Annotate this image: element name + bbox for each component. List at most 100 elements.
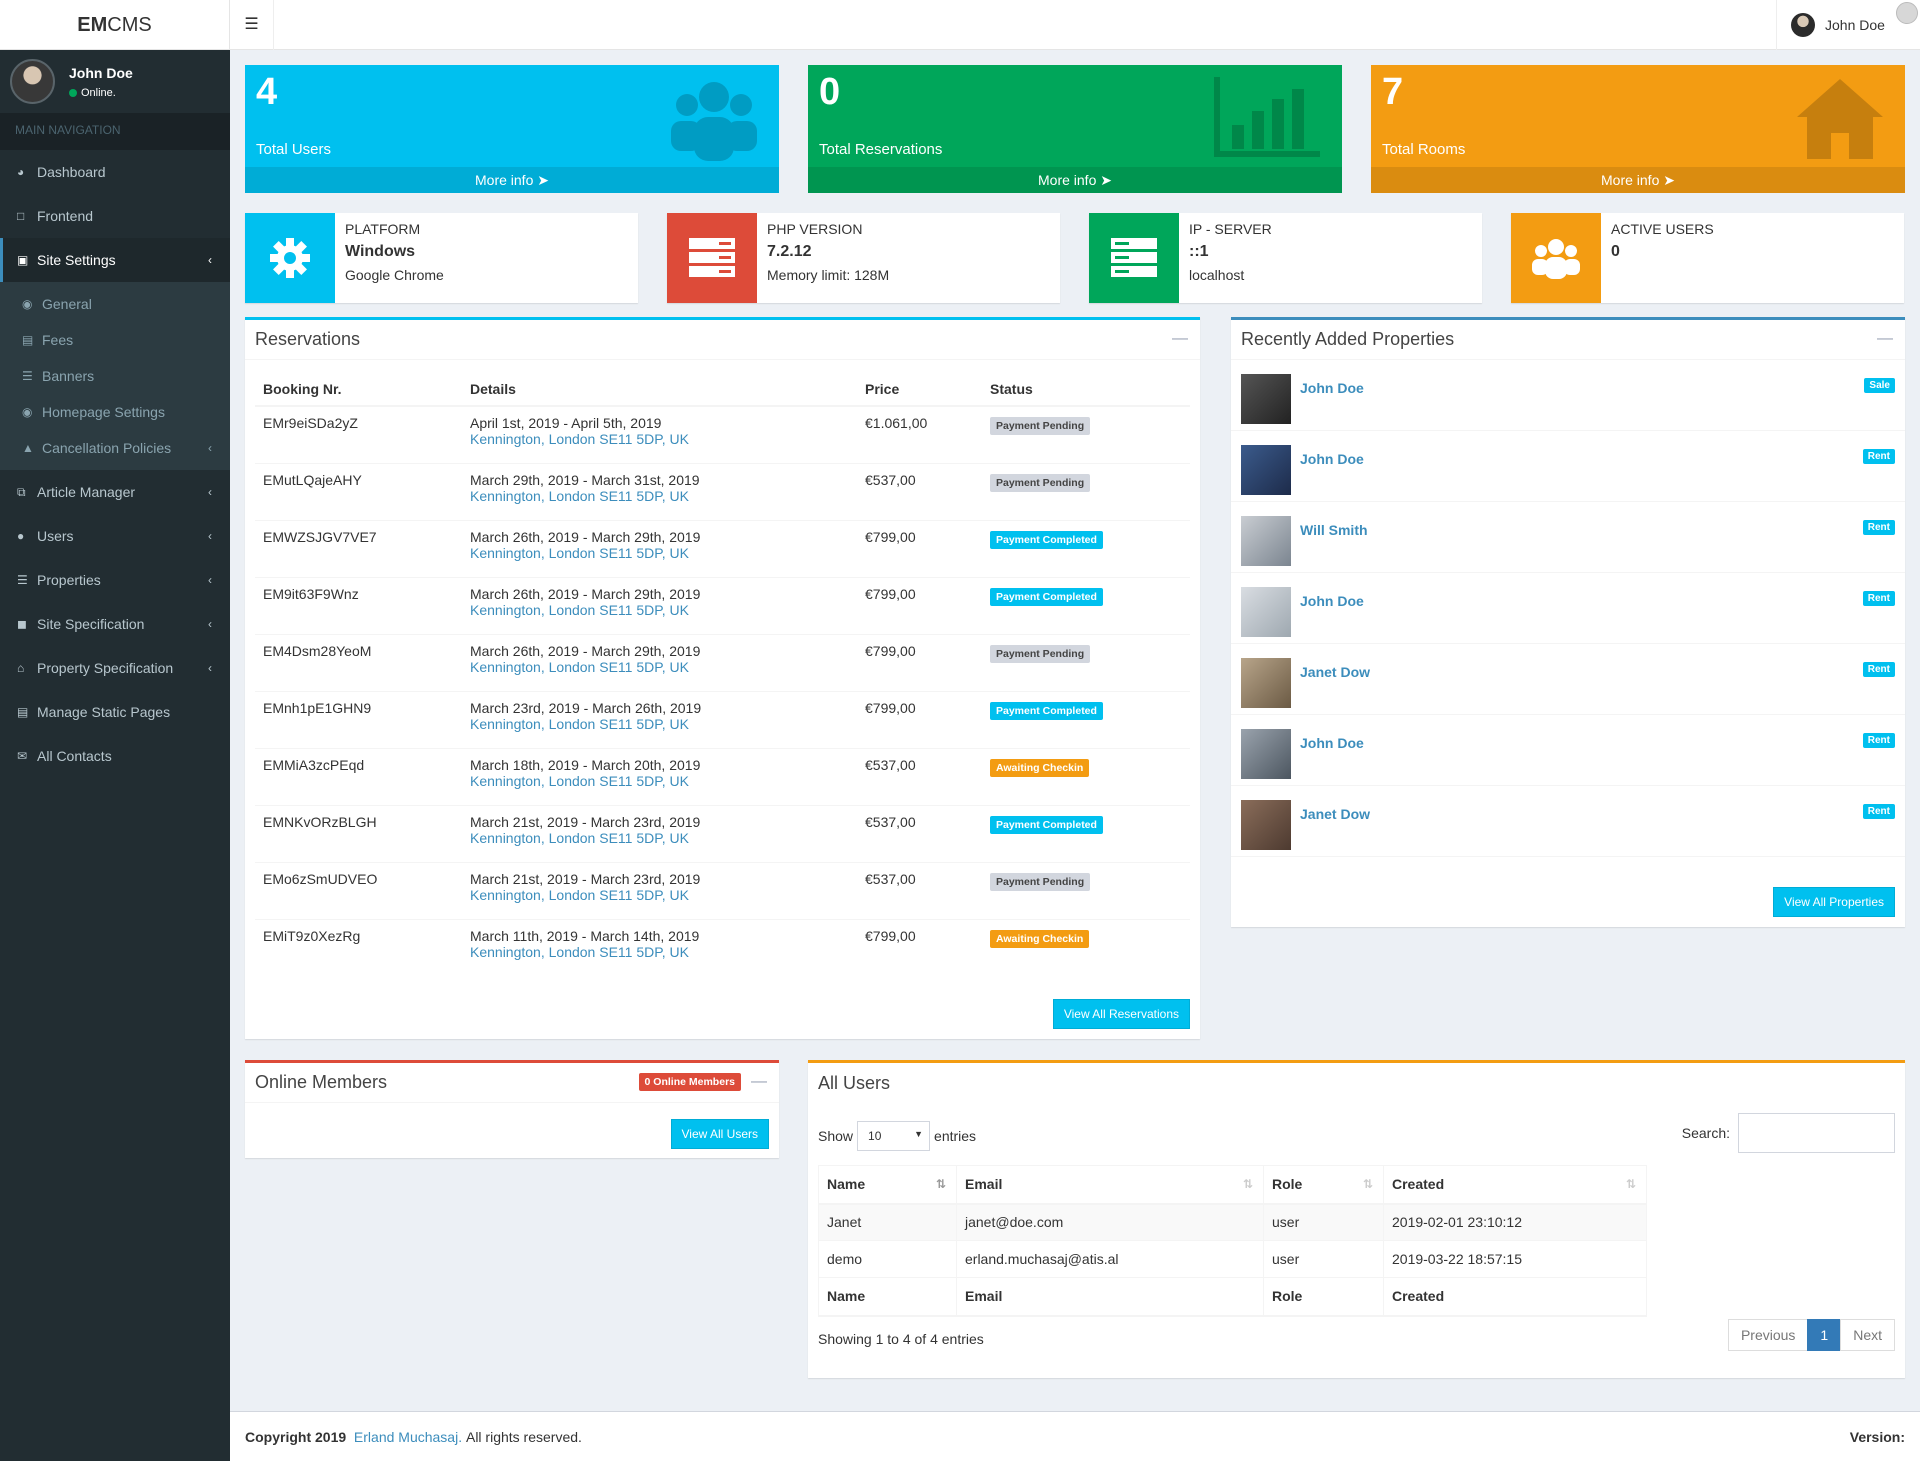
sidebar-item-dashboard[interactable]: ◕ Dashboard [17, 164, 106, 180]
booking-price: €799,00 [857, 918, 982, 976]
booking-number: EMWZSJGV7VE7 [255, 519, 462, 577]
booking-price: €799,00 [857, 576, 982, 634]
booking-number: EMMiA3zcPEqd [255, 747, 462, 805]
property-address-link[interactable]: Kennington, London SE11 5DP, UK [470, 829, 689, 846]
top-navbar: ☰ John Doe [230, 0, 1920, 50]
property-thumbnail[interactable] [1241, 729, 1291, 779]
sidebar-item-all-contacts[interactable]: ✉ All Contacts [17, 748, 112, 764]
property-address-link[interactable]: Kennington, London SE11 5DP, UK [470, 601, 689, 618]
info-title: PHP VERSION [767, 221, 863, 237]
sidebar-toggle-icon[interactable]: ☰ [230, 0, 274, 50]
column-header-created[interactable]: Created ⇅ [1383, 1165, 1647, 1205]
sidebar-item-frontend[interactable]: □ Frontend [17, 208, 94, 224]
sidebar-item-general[interactable]: ◉ General [22, 296, 92, 312]
gear-icon [245, 213, 335, 303]
booking-details: April 1st, 2019 - April 5th, 2019 Kenning… [462, 405, 857, 463]
table-info: Showing 1 to 4 of 4 entries [818, 1331, 984, 1347]
column-header-name[interactable]: Name ⇅ [818, 1165, 957, 1205]
more-info-link[interactable]: More info ➤ [1371, 167, 1905, 193]
user-menu[interactable]: John Doe [1776, 0, 1920, 50]
users-icon [671, 82, 757, 161]
sidebar-item-article-manager[interactable]: ⧉ Article Manager ‹ [17, 484, 212, 500]
booking-status: Payment Completed [982, 804, 1190, 862]
property-address-link[interactable]: Kennington, London SE11 5DP, UK [470, 544, 689, 561]
collapse-icon[interactable]: — [1877, 330, 1893, 347]
collapse-icon[interactable]: — [1172, 330, 1188, 347]
footer-header: Name [818, 1277, 957, 1317]
property-thumbnail[interactable] [1241, 587, 1291, 637]
property-address-link[interactable]: Kennington, London SE11 5DP, UK [470, 886, 689, 903]
nav-header: MAIN NAVIGATION [0, 113, 230, 150]
property-address-link[interactable]: Kennington, London SE11 5DP, UK [470, 715, 689, 732]
status-badge: Awaiting Checkin [990, 758, 1090, 777]
sidebar-item-homepage-settings[interactable]: ◉ Homepage Settings [22, 404, 165, 420]
sidebar-item-site-specification[interactable]: ◼ Site Specification ‹ [17, 616, 212, 632]
table-row: EMnh1pE1GHN9 March 23rd, 2019 - March 26t… [255, 690, 1190, 748]
view-all-reservations-button[interactable]: View All Reservations [1052, 999, 1190, 1029]
entries-select[interactable]: 10 ▼ [857, 1121, 931, 1151]
property-owner-link[interactable]: John Doe [1300, 451, 1364, 467]
property-type-badge: Rent [1862, 804, 1895, 819]
property-thumbnail[interactable] [1241, 374, 1291, 424]
status-badge: Awaiting Checkin [990, 929, 1090, 948]
sidebar-item-fees[interactable]: ▤ Fees [22, 332, 74, 348]
info-sub: localhost [1189, 267, 1245, 283]
sidebar-item-static-pages[interactable]: ▤ Manage Static Pages [17, 704, 171, 720]
page-1-button[interactable]: 1 [1807, 1319, 1842, 1351]
property-owner-link[interactable]: Will Smith [1300, 522, 1368, 538]
property-address-link[interactable]: Kennington, London SE11 5DP, UK [470, 658, 689, 675]
property-address-link[interactable]: Kennington, London SE11 5DP, UK [470, 772, 689, 789]
property-address-link[interactable]: Kennington, London SE11 5DP, UK [470, 487, 689, 504]
user-panel: John Doe Online. [0, 50, 230, 113]
property-address-link[interactable]: Kennington, London SE11 5DP, UK [470, 431, 689, 447]
property-thumbnail[interactable] [1241, 445, 1291, 495]
more-info-link[interactable]: More info ➤ [245, 167, 779, 193]
collapse-icon[interactable]: — [751, 1073, 767, 1090]
avatar [1791, 13, 1815, 37]
home-icon: ⌂ [17, 661, 25, 675]
brand-logo[interactable]: EMCMS [0, 0, 230, 50]
status-badge: Payment Pending [990, 473, 1091, 492]
property-thumbnail[interactable] [1241, 516, 1291, 566]
property-owner-link[interactable]: John Doe [1300, 380, 1364, 396]
sidebar-user-name: John Doe [69, 64, 133, 81]
property-thumbnail[interactable] [1241, 800, 1291, 850]
info-title: PLATFORM [345, 221, 421, 237]
property-owner-link[interactable]: John Doe [1300, 593, 1364, 609]
booking-details: March 11th, 2019 - March 14th, 2019 Kenni… [462, 918, 857, 976]
more-info-link[interactable]: More info ➤ [808, 167, 1342, 193]
column-header: Details [462, 360, 857, 407]
sidebar-item-users[interactable]: ● Users ‹ [17, 528, 212, 544]
next-page-button[interactable]: Next [1840, 1319, 1895, 1351]
sidebar-item-banners[interactable]: ☰ Banners [22, 368, 95, 384]
user-created: 2019-02-01 23:10:12 [1383, 1203, 1647, 1241]
property-address-link[interactable]: Kennington, London SE11 5DP, UK [470, 943, 689, 960]
property-owner-link[interactable]: Janet Dow [1300, 806, 1371, 822]
info-title: ACTIVE USERS [1611, 221, 1714, 237]
previous-page-button[interactable]: Previous [1727, 1319, 1809, 1351]
search-input[interactable] [1738, 1113, 1895, 1153]
booking-status: Payment Completed [982, 690, 1190, 748]
view-all-properties-button[interactable]: View All Properties [1773, 887, 1895, 917]
warning-icon: ▲ [22, 441, 34, 455]
sidebar-item-properties[interactable]: ☰ Properties ‹ [17, 572, 212, 588]
sidebar-item-property-specification[interactable]: ⌂ Property Specification ‹ [17, 660, 212, 676]
author-link[interactable]: Erland Muchasaj. [353, 1428, 463, 1445]
booking-number: EM4Dsm28YeoM [255, 633, 462, 691]
server-icon [1089, 213, 1179, 303]
property-owner-link[interactable]: John Doe [1300, 735, 1364, 751]
property-thumbnail[interactable] [1241, 658, 1291, 708]
column-header-email[interactable]: Email ⇅ [956, 1165, 1264, 1205]
column-header-role[interactable]: Role ⇅ [1263, 1165, 1384, 1205]
avatar [10, 59, 55, 104]
newspaper-icon: ▤ [17, 705, 29, 719]
sidebar-item-cancellation-policies[interactable]: ▲ Cancellation Policies ‹ [22, 440, 212, 456]
desktop-icon: □ [17, 209, 25, 223]
view-all-users-button[interactable]: View All Users [670, 1119, 769, 1149]
info-ip-server: IP - SERVER ::1 localhost [1089, 213, 1482, 303]
user-name: Janet [818, 1203, 957, 1241]
property-owner-link[interactable]: Janet Dow [1300, 664, 1371, 680]
online-dot-icon [69, 88, 77, 97]
online-members-box: Online Members 0 Online Members — View A… [245, 1060, 779, 1158]
sidebar-item-site-settings[interactable]: ▣ Site Settings ‹ [0, 238, 230, 282]
